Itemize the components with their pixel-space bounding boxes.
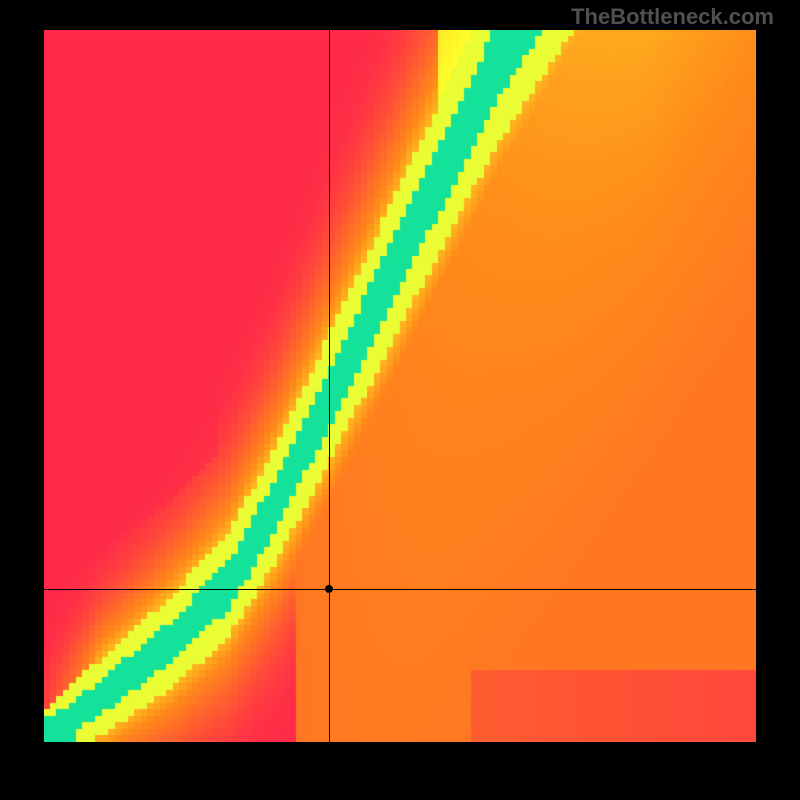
crosshair-horizontal bbox=[44, 589, 756, 590]
crosshair-marker bbox=[325, 585, 333, 593]
watermark-text: TheBottleneck.com bbox=[571, 4, 774, 30]
chart-container: TheBottleneck.com bbox=[0, 0, 800, 800]
heatmap-plot bbox=[44, 30, 756, 742]
crosshair-vertical bbox=[329, 30, 330, 742]
heatmap-canvas bbox=[44, 30, 756, 742]
